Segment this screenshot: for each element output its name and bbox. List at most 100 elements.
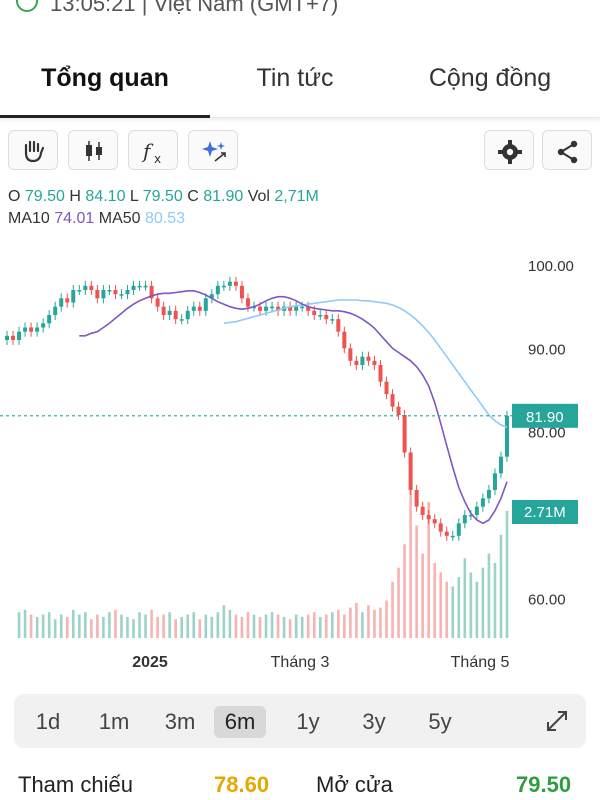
volume-bar xyxy=(114,609,117,638)
price-tick-label: 100.00 xyxy=(528,258,574,275)
candle-body xyxy=(444,531,449,536)
volume-bar xyxy=(162,614,165,638)
volume-bar xyxy=(457,577,461,638)
candle-body xyxy=(191,306,196,311)
candle-body xyxy=(396,406,401,415)
period-6m[interactable]: 6m xyxy=(214,706,266,738)
volume-bar xyxy=(234,614,238,638)
candle-body xyxy=(17,331,22,340)
time-axis-label: Tháng 5 xyxy=(451,654,510,671)
function-icon: f x xyxy=(141,139,161,165)
volume-bar xyxy=(475,581,479,638)
volume-bar xyxy=(300,616,304,638)
candle-body xyxy=(65,298,70,303)
period-1m[interactable]: 1m xyxy=(98,709,130,734)
candle-body xyxy=(276,306,281,311)
status-bar: 13:05:21 | Việt Nam (GMT+7) xyxy=(0,0,600,30)
volume-bar xyxy=(132,619,135,638)
candle-body xyxy=(83,285,88,290)
period-3m[interactable]: 3m xyxy=(164,709,196,734)
active-tab-indicator xyxy=(0,115,210,118)
ma10-label: MA10 xyxy=(8,210,50,227)
candle-body xyxy=(113,290,118,295)
volume-bar xyxy=(180,616,184,638)
candle-body xyxy=(131,285,136,290)
candle-body xyxy=(330,319,335,321)
candle-body xyxy=(336,319,341,332)
volume-bar xyxy=(294,614,298,638)
candle-body xyxy=(258,306,263,311)
candle-body xyxy=(486,490,491,499)
candle-body xyxy=(119,294,124,296)
volume-bar xyxy=(349,607,352,638)
gear-icon xyxy=(498,140,522,164)
candle-body xyxy=(498,456,503,474)
tab-community[interactable]: Cộng đồng xyxy=(428,64,552,92)
drawing-tool-button[interactable] xyxy=(8,130,58,170)
candle-body xyxy=(384,381,389,395)
open-price-value: 79.50 xyxy=(516,772,572,797)
volume-bar xyxy=(415,525,418,638)
volume-bar xyxy=(276,614,280,638)
period-1y[interactable]: 1y xyxy=(296,709,320,734)
volume-bar xyxy=(138,612,141,638)
volume-bar xyxy=(469,572,473,638)
share-icon xyxy=(557,140,578,164)
volume-bar xyxy=(445,581,449,638)
volume-bar xyxy=(120,614,123,638)
volume-bar xyxy=(59,614,63,638)
candle-body xyxy=(215,285,220,295)
settings-button[interactable] xyxy=(484,130,534,170)
fullscreen-icon[interactable] xyxy=(542,706,572,736)
volume-bar xyxy=(367,605,370,638)
period-3y[interactable]: 3y xyxy=(362,709,386,734)
candle-body xyxy=(294,306,299,311)
volume-bar xyxy=(29,614,33,638)
volume-bar xyxy=(102,616,105,638)
tab-news[interactable]: Tin tức xyxy=(256,64,334,92)
volume-bar xyxy=(150,609,153,638)
period-1d[interactable]: 1d xyxy=(35,709,61,734)
tab-bar: Tổng quan Tin tức Cộng đồng xyxy=(0,52,600,118)
volume-bar xyxy=(168,612,171,638)
volume-bar xyxy=(192,612,196,638)
chart-type-button[interactable] xyxy=(68,130,118,170)
candle-body xyxy=(29,327,34,332)
price-chart[interactable]: 100.0090.0080.0070.0060.0081.902.71M2025… xyxy=(0,230,600,680)
candle-body xyxy=(354,360,359,365)
time-axis-label: Tháng 3 xyxy=(271,654,330,671)
last-price-badge xyxy=(512,403,578,428)
indicators-button[interactable]: f x xyxy=(128,130,178,170)
ohlc-legend: O 79.50 H 84.10 L 79.50 C 81.90 Vol 2,71… xyxy=(8,188,319,206)
share-button[interactable] xyxy=(542,130,592,170)
candle-body xyxy=(89,285,94,290)
volume-bar xyxy=(463,558,467,638)
volume-bar xyxy=(361,612,364,638)
candle-body xyxy=(402,415,407,453)
volume-bar xyxy=(312,612,316,638)
candle-body xyxy=(185,310,190,320)
low-label: L xyxy=(129,188,139,205)
close-value: 81.90 xyxy=(203,188,244,205)
period-5y[interactable]: 5y xyxy=(428,709,452,734)
candle-body xyxy=(41,323,46,328)
volume-bar xyxy=(174,619,177,638)
volume-bar xyxy=(487,553,491,638)
candle-body xyxy=(504,415,509,457)
ai-tools-button[interactable] xyxy=(188,130,238,170)
candle-body xyxy=(179,319,184,321)
volume-bar xyxy=(71,609,75,638)
volume-bar xyxy=(216,612,220,638)
candle-body xyxy=(239,285,244,299)
volume-bar xyxy=(53,619,57,638)
tab-overview[interactable]: Tổng quan xyxy=(41,64,169,92)
candle-body xyxy=(264,306,269,311)
volume-bar xyxy=(403,544,406,638)
volume-bar xyxy=(379,607,382,638)
volume-bar xyxy=(144,614,147,638)
candle-body xyxy=(245,298,250,307)
candle-body xyxy=(221,285,226,288)
volume-bar xyxy=(47,612,51,638)
candle-body xyxy=(480,498,485,507)
clock-icon xyxy=(16,0,38,12)
